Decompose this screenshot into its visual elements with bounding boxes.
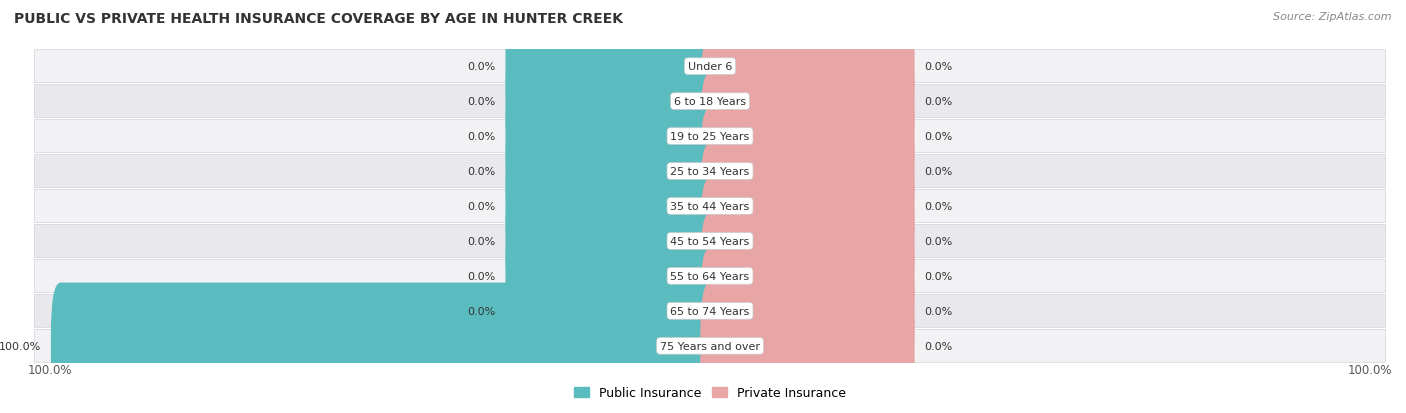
FancyBboxPatch shape xyxy=(35,51,1385,83)
Text: 100.0%: 100.0% xyxy=(0,341,41,351)
FancyBboxPatch shape xyxy=(35,120,1385,153)
FancyBboxPatch shape xyxy=(700,109,915,235)
Text: 100.0%: 100.0% xyxy=(28,363,73,376)
FancyBboxPatch shape xyxy=(700,283,915,409)
FancyBboxPatch shape xyxy=(506,213,720,339)
Text: 0.0%: 0.0% xyxy=(467,97,496,107)
Text: 0.0%: 0.0% xyxy=(924,341,953,351)
FancyBboxPatch shape xyxy=(35,260,1385,293)
Text: 0.0%: 0.0% xyxy=(467,271,496,281)
Text: 0.0%: 0.0% xyxy=(924,306,953,316)
Text: PUBLIC VS PRIVATE HEALTH INSURANCE COVERAGE BY AGE IN HUNTER CREEK: PUBLIC VS PRIVATE HEALTH INSURANCE COVER… xyxy=(14,12,623,26)
FancyBboxPatch shape xyxy=(700,4,915,130)
Text: 0.0%: 0.0% xyxy=(467,306,496,316)
Text: 0.0%: 0.0% xyxy=(924,132,953,142)
FancyBboxPatch shape xyxy=(506,74,720,200)
Text: Under 6: Under 6 xyxy=(688,62,733,72)
FancyBboxPatch shape xyxy=(700,178,915,304)
Text: 0.0%: 0.0% xyxy=(467,236,496,247)
FancyBboxPatch shape xyxy=(506,248,720,374)
Text: 0.0%: 0.0% xyxy=(924,271,953,281)
Text: 25 to 34 Years: 25 to 34 Years xyxy=(671,166,749,177)
FancyBboxPatch shape xyxy=(35,295,1385,328)
FancyBboxPatch shape xyxy=(700,143,915,270)
FancyBboxPatch shape xyxy=(35,190,1385,223)
Text: 6 to 18 Years: 6 to 18 Years xyxy=(673,97,747,107)
FancyBboxPatch shape xyxy=(506,4,720,130)
Text: 75 Years and over: 75 Years and over xyxy=(659,341,761,351)
FancyBboxPatch shape xyxy=(35,330,1385,362)
Text: 0.0%: 0.0% xyxy=(467,132,496,142)
Text: 19 to 25 Years: 19 to 25 Years xyxy=(671,132,749,142)
Text: 35 to 44 Years: 35 to 44 Years xyxy=(671,202,749,211)
Text: 0.0%: 0.0% xyxy=(467,166,496,177)
FancyBboxPatch shape xyxy=(35,155,1385,188)
FancyBboxPatch shape xyxy=(700,39,915,165)
FancyBboxPatch shape xyxy=(51,283,720,409)
Text: 100.0%: 100.0% xyxy=(1347,363,1392,376)
FancyBboxPatch shape xyxy=(35,225,1385,258)
Text: 0.0%: 0.0% xyxy=(924,236,953,247)
Text: 0.0%: 0.0% xyxy=(924,62,953,72)
Text: 0.0%: 0.0% xyxy=(924,166,953,177)
FancyBboxPatch shape xyxy=(506,39,720,165)
Text: 0.0%: 0.0% xyxy=(467,62,496,72)
Legend: Public Insurance, Private Insurance: Public Insurance, Private Insurance xyxy=(569,381,851,404)
Text: Source: ZipAtlas.com: Source: ZipAtlas.com xyxy=(1274,12,1392,22)
FancyBboxPatch shape xyxy=(506,178,720,304)
Text: 0.0%: 0.0% xyxy=(467,202,496,211)
FancyBboxPatch shape xyxy=(700,74,915,200)
Text: 55 to 64 Years: 55 to 64 Years xyxy=(671,271,749,281)
FancyBboxPatch shape xyxy=(35,85,1385,118)
Text: 0.0%: 0.0% xyxy=(924,202,953,211)
FancyBboxPatch shape xyxy=(506,143,720,270)
Text: 0.0%: 0.0% xyxy=(924,97,953,107)
FancyBboxPatch shape xyxy=(700,248,915,374)
FancyBboxPatch shape xyxy=(700,213,915,339)
FancyBboxPatch shape xyxy=(506,109,720,235)
Text: 65 to 74 Years: 65 to 74 Years xyxy=(671,306,749,316)
Text: 45 to 54 Years: 45 to 54 Years xyxy=(671,236,749,247)
